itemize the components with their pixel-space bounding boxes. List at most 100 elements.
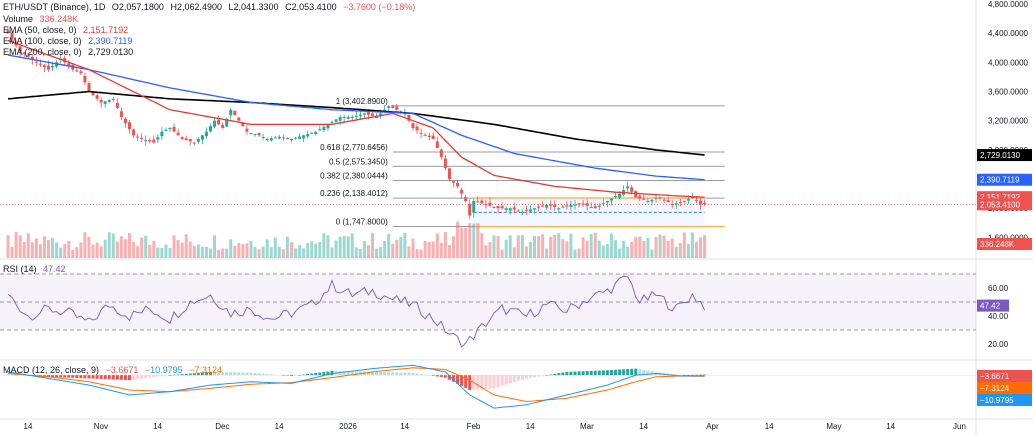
candle-body <box>91 92 95 96</box>
macd-histogram-bar <box>103 375 107 380</box>
candle-body <box>99 99 103 103</box>
macd-histogram-bar <box>366 371 370 376</box>
macd-legend[interactable]: MACD (12, 26, close, 9) −3.6671 −10.9795… <box>3 365 226 376</box>
volume-bar <box>253 246 257 258</box>
volume-bar <box>654 237 658 258</box>
rsi-tick-label: 40.00 <box>988 312 1009 321</box>
candle-body <box>350 117 354 119</box>
ema100-legend[interactable]: EMA (100, close, 0) 2,390.7119 <box>3 36 136 47</box>
volume-bar <box>464 227 468 258</box>
volume-bar <box>47 239 50 258</box>
macd-histogram-bar <box>277 375 281 376</box>
candle-body <box>488 202 492 206</box>
price-tick-label: 4,400.0000 <box>988 29 1029 38</box>
volume-bar <box>686 243 690 258</box>
macd-histogram-bar <box>537 375 541 377</box>
volume-bar <box>346 236 350 258</box>
macd-histogram-bar <box>423 374 427 376</box>
candle-body <box>415 126 419 131</box>
rsi-value: 47.42 <box>43 264 66 274</box>
candle-body <box>107 100 111 102</box>
volume-bar <box>520 235 524 258</box>
volume-bar <box>375 248 379 258</box>
macd-histogram-bar <box>63 375 67 378</box>
ema100-line <box>7 54 705 181</box>
candle-body <box>524 209 528 211</box>
volume-bar <box>484 245 488 258</box>
volume-bar <box>306 243 310 258</box>
candle-body <box>253 134 257 136</box>
macd-histogram-bar <box>464 375 468 388</box>
macd-histogram-bar <box>642 369 646 376</box>
macd-histogram-bar <box>241 372 245 376</box>
volume-bar <box>533 236 536 258</box>
price-legend: ETH/USDT (Binance), 1D O2,057.1800 H2,06… <box>3 2 419 13</box>
volume-bar <box>565 241 569 258</box>
candle-body <box>42 65 46 68</box>
candle-body <box>298 136 302 139</box>
volume-bar <box>318 242 322 258</box>
macd-histogram-bar <box>545 375 549 376</box>
candle-body <box>338 117 342 121</box>
ema200-legend[interactable]: EMA (200, close, 0) 2,729.0130 <box>3 47 137 58</box>
candle-body <box>10 32 14 40</box>
volume-bar <box>160 247 164 258</box>
candle-body <box>310 132 314 134</box>
candle-body <box>496 206 500 209</box>
macd-histogram-bar <box>609 370 613 376</box>
volume-bar <box>605 244 609 258</box>
candle-body <box>682 200 686 202</box>
volume-bar <box>500 249 504 258</box>
time-tick-label: 14 <box>639 422 648 431</box>
volume-bar <box>342 235 346 258</box>
volume-bar <box>59 247 63 258</box>
ema50-legend[interactable]: EMA (50, close, 0) 2,151.7192 <box>3 25 132 36</box>
time-tick-label: Mar <box>580 422 594 431</box>
volume-bar <box>516 235 520 258</box>
ema50-line <box>7 39 705 198</box>
macd-histogram-bar <box>306 374 310 376</box>
macd-histogram-bar <box>213 371 217 376</box>
volume-bar <box>391 243 395 258</box>
volume-bar <box>281 249 285 258</box>
volume-bar <box>622 240 626 258</box>
candle-body <box>184 138 188 141</box>
volume-legend[interactable]: Volume 336.248K <box>3 14 82 25</box>
candle-body <box>180 137 184 139</box>
macd-histogram-bar <box>128 375 131 381</box>
volume-bar <box>140 237 144 258</box>
macd-histogram-bar <box>79 375 83 379</box>
volume-bar <box>678 243 682 258</box>
candle-body <box>589 207 593 209</box>
candle-body <box>500 206 504 209</box>
macd-histogram-bar <box>411 372 415 376</box>
macd-histogram-bar <box>690 374 694 376</box>
symbol-label[interactable]: ETH/USDT (Binance), 1D <box>3 2 106 12</box>
volume-bar <box>573 249 577 258</box>
macd-histogram-bar <box>557 373 561 376</box>
macd-histogram-bar <box>229 372 233 376</box>
macd-histogram-bar <box>83 375 87 379</box>
volume-bar <box>626 246 630 258</box>
macd-histogram-bar <box>91 375 95 379</box>
candle-body <box>520 211 524 213</box>
price-tag: 2,053.4100 <box>980 200 1021 209</box>
macd-line <box>7 364 705 409</box>
macd-histogram-bar <box>569 371 573 376</box>
rsi-legend[interactable]: RSI (14) 47.42 <box>3 264 70 275</box>
volume-bar <box>549 236 553 258</box>
low-value: L2,041.3300 <box>228 2 279 12</box>
volume-bar <box>468 223 472 258</box>
macd-histogram-bar <box>391 372 395 376</box>
macd-histogram-bar <box>452 375 455 382</box>
candle-body <box>593 206 597 209</box>
candle-body <box>123 118 127 124</box>
macd-histogram-bar <box>188 373 192 376</box>
candle-body <box>241 122 245 127</box>
ema100-label: EMA (100, close, 0) <box>3 36 82 46</box>
macd-histogram-bar <box>221 372 225 376</box>
candle-body <box>658 197 662 199</box>
macd-tag-bg <box>977 370 1032 382</box>
volume-bar <box>366 245 370 258</box>
